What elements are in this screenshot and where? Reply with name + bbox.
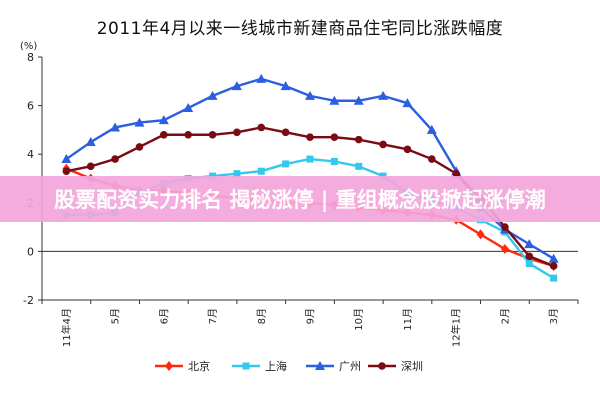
legend-item-0: 北京 [155, 359, 210, 373]
data-point-3-20 [549, 262, 558, 270]
data-point-2-11 [329, 95, 340, 105]
x-tick-label: 3月 [548, 308, 560, 324]
data-point-2-15 [426, 124, 437, 134]
x-tick-label: 11月 [402, 308, 414, 331]
data-point-1-8 [257, 167, 265, 175]
data-point-1-20 [550, 274, 558, 282]
data-point-2-12 [353, 95, 364, 105]
legend-item-1: 上海 [232, 359, 287, 373]
y-tick-label: 8 [27, 51, 34, 64]
legend-marker-2 [315, 361, 325, 370]
data-point-0-18 [500, 243, 509, 254]
data-point-3-2 [111, 155, 119, 163]
data-point-1-12 [355, 162, 363, 170]
data-point-3-14 [403, 145, 412, 154]
data-point-2-3 [134, 117, 145, 127]
y-axis-unit-label: (%) [20, 41, 37, 52]
y-tick-label: 4 [27, 148, 34, 161]
x-tick-label: 2月 [499, 308, 511, 324]
data-point-2-10 [305, 90, 315, 100]
data-point-3-10 [306, 133, 314, 141]
chart-legend: 北京 上海 广州 深圳 [155, 359, 423, 373]
data-point-2-1 [85, 137, 96, 147]
x-tick-label: 5月 [110, 308, 122, 324]
x-tick-label: 11年4月 [60, 308, 73, 347]
data-point-3-6 [208, 130, 217, 139]
data-point-3-7 [233, 128, 241, 137]
data-point-3-15 [428, 155, 436, 163]
data-point-3-19 [525, 252, 534, 261]
data-point-1-10 [306, 155, 314, 163]
data-point-3-3 [135, 143, 144, 151]
x-tick-label: 6月 [158, 308, 170, 324]
data-point-1-11 [330, 157, 338, 165]
y-tick-label: -2 [23, 294, 34, 307]
data-point-3-5 [184, 130, 192, 139]
y-tick-label: 6 [27, 100, 34, 113]
legend-label-0: 北京 [188, 359, 210, 373]
legend-label-1: 上海 [265, 359, 287, 373]
legend-item-2: 广州 [306, 360, 361, 373]
data-point-2-2 [110, 122, 121, 132]
data-point-2-19 [524, 239, 535, 249]
x-tick-label: 10月 [353, 308, 365, 331]
legend-marker-0 [165, 361, 173, 371]
data-point-2-20 [548, 253, 559, 263]
legend-marker-1 [242, 362, 250, 370]
data-point-1-19 [525, 260, 533, 268]
data-point-1-7 [233, 170, 241, 178]
data-point-1-9 [282, 160, 290, 168]
data-point-3-9 [281, 128, 290, 137]
legend-item-3: 深圳 [368, 360, 423, 373]
data-point-2-14 [402, 98, 413, 108]
promo-banner-text[interactable]: 股票配资实力排名 揭秘涨停 | 重组概念股掀起涨停潮 [54, 188, 546, 212]
data-point-2-9 [280, 81, 291, 91]
x-tick-label: 9月 [305, 308, 317, 324]
data-point-3-12 [354, 135, 363, 144]
data-point-2-8 [256, 73, 267, 83]
data-point-3-16 [452, 169, 460, 178]
legend-label-2: 广州 [339, 360, 361, 373]
data-point-2-13 [378, 90, 389, 100]
data-point-3-0 [62, 167, 71, 176]
chart-axes: (%)-20246811年4月5月6月7月8月9月10月11月12年1月2月3月 [20, 41, 579, 347]
series-3 [62, 123, 558, 270]
data-point-2-4 [158, 115, 169, 125]
data-point-3-18 [501, 223, 509, 231]
x-tick-label: 8月 [256, 308, 268, 324]
data-point-3-4 [160, 130, 168, 139]
data-point-2-5 [183, 103, 194, 113]
legend-marker-3 [378, 362, 386, 370]
data-point-3-11 [330, 133, 339, 141]
chart-title: 2011年4月以来一线城市新建商品住宅同比涨跌幅度 [96, 19, 504, 39]
data-point-0-17 [476, 229, 485, 240]
data-point-2-7 [231, 81, 242, 91]
data-point-3-8 [257, 123, 266, 132]
x-tick-label: 12年1月 [450, 308, 463, 347]
data-point-3-1 [86, 162, 95, 171]
data-point-2-6 [207, 90, 218, 100]
promo-banner-overlay[interactable]: 股票配资实力排名 揭秘涨停 | 重组概念股掀起涨停潮 [0, 176, 600, 222]
y-tick-label: 0 [27, 245, 34, 258]
data-point-2-0 [61, 154, 72, 164]
x-tick-label: 7月 [207, 308, 219, 324]
data-point-3-13 [379, 140, 387, 149]
legend-label-3: 深圳 [401, 360, 423, 373]
